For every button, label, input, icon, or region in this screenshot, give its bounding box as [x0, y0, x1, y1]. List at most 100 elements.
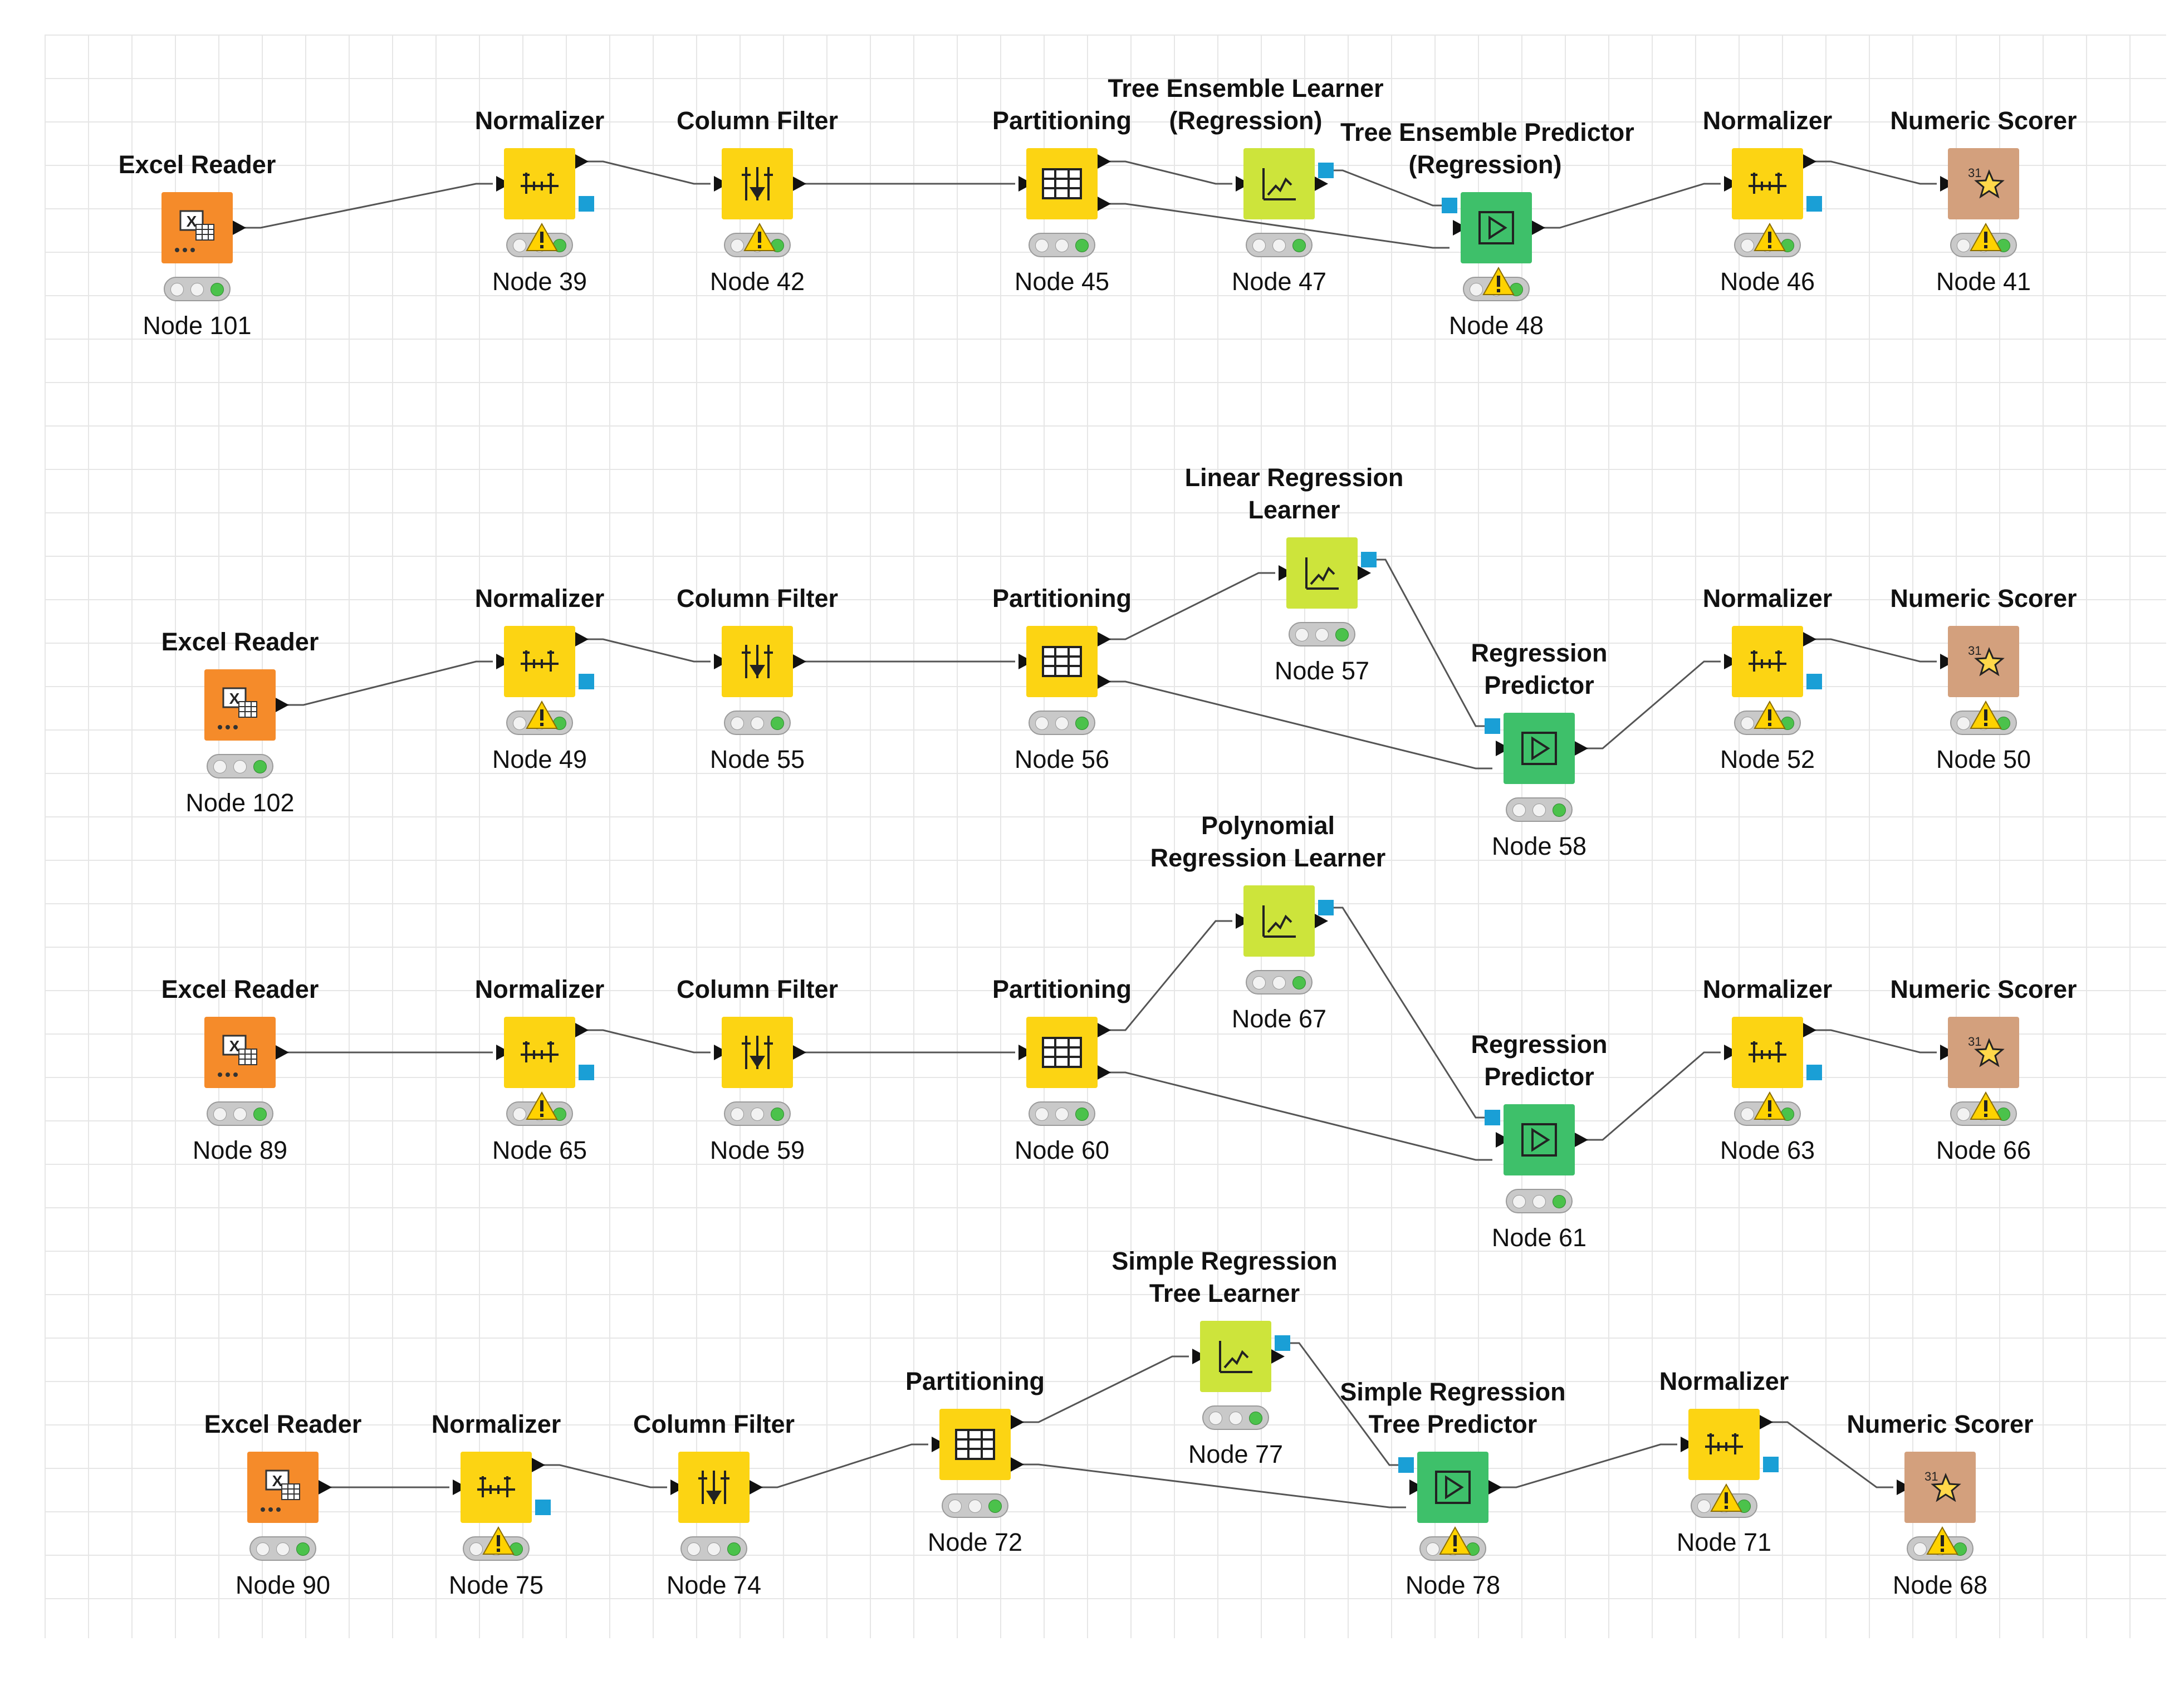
warning-icon[interactable]: [1753, 699, 1786, 731]
node-partitioning[interactable]: [1026, 148, 1098, 219]
warning-icon[interactable]: [482, 1525, 515, 1556]
output-port[interactable]: [1802, 631, 1816, 647]
node-column-filter[interactable]: [678, 1452, 750, 1523]
model-output-port[interactable]: [1763, 1457, 1779, 1472]
node-normalizer[interactable]: [461, 1452, 532, 1523]
node-normalizer[interactable]: [1732, 626, 1803, 697]
node-id-label[interactable]: Node 39: [492, 267, 587, 296]
node-simple-regression-tree-predictor[interactable]: [1417, 1452, 1488, 1523]
node-regression-predictor[interactable]: [1504, 1104, 1575, 1175]
node-column-filter[interactable]: [722, 1017, 793, 1088]
connection-normalizer-scorer[interactable]: [1814, 160, 1937, 185]
connection-normalizer-filter[interactable]: [586, 1029, 711, 1054]
model-input-port[interactable]: [1485, 718, 1500, 734]
connection-predictor-normalizer[interactable]: [1543, 183, 1721, 229]
output-port[interactable]: [317, 1480, 332, 1495]
node-normalizer[interactable]: [1688, 1409, 1760, 1480]
output-port[interactable]: [275, 697, 289, 713]
model-output-port[interactable]: [1361, 552, 1377, 567]
node-id-label[interactable]: Node 57: [1274, 657, 1370, 685]
node-column-filter[interactable]: [722, 148, 793, 219]
output-port[interactable]: [1096, 1065, 1111, 1080]
node-tree-ensemble-learner-regression[interactable]: [1243, 148, 1315, 219]
node-partitioning[interactable]: [1026, 1017, 1098, 1088]
model-output-port[interactable]: [1806, 196, 1822, 212]
warning-icon[interactable]: [1926, 1525, 1959, 1556]
node-id-label[interactable]: Node 90: [235, 1571, 331, 1599]
warning-icon[interactable]: [1753, 1090, 1786, 1121]
connection-filter-partitioning[interactable]: [761, 1443, 928, 1488]
connection-predictor-normalizer[interactable]: [1500, 1443, 1677, 1488]
warning-icon[interactable]: [1710, 1482, 1743, 1513]
output-port[interactable]: [1096, 196, 1111, 212]
model-input-port[interactable]: [1485, 1110, 1500, 1125]
model-output-port[interactable]: [1318, 163, 1334, 178]
warning-icon[interactable]: [525, 699, 559, 731]
warning-icon[interactable]: [1969, 222, 2002, 253]
output-port[interactable]: [1531, 220, 1545, 236]
output-port[interactable]: [531, 1457, 545, 1473]
node-regression-predictor[interactable]: [1504, 713, 1575, 784]
output-port[interactable]: [1010, 1414, 1024, 1430]
output-port[interactable]: [1802, 1022, 1816, 1038]
connection-normalizer-filter[interactable]: [586, 160, 711, 185]
node-column-filter[interactable]: [722, 626, 793, 697]
warning-icon[interactable]: [1482, 266, 1515, 297]
node-normalizer[interactable]: [504, 626, 575, 697]
node-excel-reader[interactable]: X: [204, 1017, 276, 1088]
output-port[interactable]: [1096, 1022, 1111, 1038]
connection-normalizer-scorer[interactable]: [1814, 638, 1937, 663]
node-numeric-scorer[interactable]: 31: [1948, 148, 2019, 219]
node-id-label[interactable]: Node 102: [185, 788, 295, 817]
node-numeric-scorer[interactable]: 31: [1948, 626, 2019, 697]
connection-partitioning-learner[interactable]: [1109, 160, 1232, 185]
node-normalizer[interactable]: [1732, 1017, 1803, 1088]
node-id-label[interactable]: Node 68: [1892, 1571, 1988, 1599]
output-port[interactable]: [574, 631, 589, 647]
model-output-port[interactable]: [535, 1500, 551, 1515]
model-output-port[interactable]: [579, 1065, 594, 1080]
node-partitioning[interactable]: [1026, 626, 1098, 697]
output-port[interactable]: [748, 1480, 763, 1495]
node-id-label[interactable]: Node 101: [143, 311, 252, 340]
connection-partitioning-predictor[interactable]: [1022, 1463, 1406, 1508]
node-id-label[interactable]: Node 52: [1720, 745, 1815, 773]
output-port[interactable]: [1096, 631, 1111, 647]
node-id-label[interactable]: Node 45: [1014, 267, 1110, 296]
warning-icon[interactable]: [525, 222, 559, 253]
output-port[interactable]: [1270, 1349, 1285, 1364]
node-id-label[interactable]: Node 65: [492, 1136, 587, 1164]
output-port[interactable]: [1357, 565, 1371, 581]
model-output-port[interactable]: [579, 674, 594, 689]
model-output-port[interactable]: [1806, 674, 1822, 689]
node-tree-ensemble-predictor-regression[interactable]: [1461, 192, 1532, 263]
node-id-label[interactable]: Node 50: [1936, 745, 2031, 773]
node-id-label[interactable]: Node 48: [1448, 311, 1544, 340]
node-id-label[interactable]: Node 55: [709, 745, 805, 773]
node-id-label[interactable]: Node 89: [192, 1136, 288, 1164]
output-port[interactable]: [1802, 154, 1816, 169]
warning-icon[interactable]: [1969, 1090, 2002, 1121]
output-port[interactable]: [275, 1045, 289, 1060]
node-id-label[interactable]: Node 75: [448, 1571, 544, 1599]
node-excel-reader[interactable]: X: [247, 1452, 319, 1523]
connection-reader-normalizer[interactable]: [244, 183, 493, 229]
output-port[interactable]: [574, 1022, 589, 1038]
node-partitioning[interactable]: [939, 1409, 1011, 1480]
output-port[interactable]: [1487, 1480, 1502, 1495]
output-port[interactable]: [1096, 154, 1111, 169]
node-normalizer[interactable]: [1732, 148, 1803, 219]
node-id-label[interactable]: Node 58: [1491, 832, 1587, 860]
output-port[interactable]: [792, 1045, 806, 1060]
node-id-label[interactable]: Node 67: [1231, 1005, 1327, 1033]
node-id-label[interactable]: Node 71: [1676, 1528, 1772, 1556]
node-id-label[interactable]: Node 77: [1188, 1440, 1284, 1468]
node-id-label[interactable]: Node 46: [1720, 267, 1815, 296]
connection-normalizer-filter[interactable]: [543, 1464, 667, 1488]
output-port[interactable]: [1096, 674, 1111, 689]
model-output-port[interactable]: [579, 196, 594, 212]
output-port[interactable]: [792, 654, 806, 669]
connection-normalizer-scorer[interactable]: [1814, 1029, 1937, 1054]
model-input-port[interactable]: [1442, 198, 1457, 213]
node-id-label[interactable]: Node 42: [709, 267, 805, 296]
